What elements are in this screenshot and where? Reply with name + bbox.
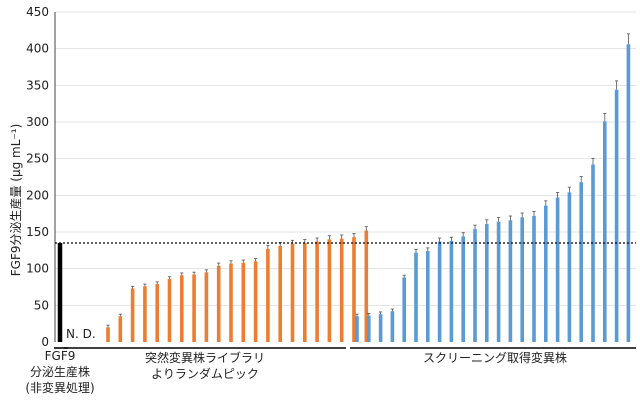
bar (118, 316, 123, 342)
y-tick-label: 150 (26, 225, 49, 239)
bar (229, 263, 233, 342)
y-axis-title: FGF9分泌生産量 (μg mL⁻¹) (8, 124, 23, 277)
bar (473, 229, 477, 342)
bar (315, 241, 319, 342)
bar (591, 164, 595, 342)
group-label: 分泌生産株 (30, 364, 90, 379)
bar (402, 277, 406, 342)
grid-lines (55, 11, 636, 306)
y-tick-label: 400 (26, 42, 49, 56)
bar (57, 243, 63, 342)
bar (130, 288, 135, 342)
bar (106, 327, 110, 342)
bar (364, 230, 369, 342)
bar (143, 286, 147, 342)
bar (437, 241, 442, 342)
bar (216, 265, 221, 342)
y-tick-label: 50 (34, 298, 49, 312)
bar (355, 316, 359, 342)
labels: 0 50 100 150 200 250 300 350 400 450 N. D. FGF9分泌生産… (25, 5, 567, 395)
bar (414, 252, 418, 342)
axes (54, 12, 636, 349)
y-tick-label: 200 (26, 188, 49, 202)
bar (426, 251, 430, 342)
bar (278, 245, 282, 342)
group-label: よりランダムピック (151, 366, 259, 381)
bar (579, 182, 583, 342)
bar (508, 220, 513, 342)
bar (253, 261, 258, 342)
bar (390, 311, 395, 342)
group-label: FGF9 (45, 349, 76, 363)
bar (626, 44, 631, 343)
bar (449, 240, 454, 342)
bar (496, 221, 501, 342)
bar (461, 236, 465, 342)
y-tick-label: 250 (26, 152, 49, 166)
bars (57, 33, 631, 343)
bar (603, 121, 607, 343)
bar (241, 262, 246, 342)
bar (378, 314, 383, 342)
bar (180, 275, 184, 342)
bar (155, 284, 159, 342)
bar (520, 217, 524, 342)
bar (555, 197, 560, 342)
bar (266, 248, 270, 342)
nd-label: N. D. (66, 327, 96, 341)
bar (192, 274, 196, 342)
group-label: スクリーニング取得変異株 (423, 350, 567, 365)
y-tick-label: 0 (41, 335, 49, 349)
bar (367, 315, 371, 342)
bar (614, 89, 619, 342)
y-tick-label: 450 (26, 5, 49, 19)
bar (290, 243, 295, 342)
group-label: (非変異処理) (25, 380, 94, 395)
y-tick-label: 350 (26, 78, 49, 92)
bar (339, 238, 344, 342)
bar (352, 237, 356, 342)
bar (485, 223, 489, 342)
y-tick-label: 100 (26, 262, 49, 276)
bar (567, 192, 572, 342)
bar (204, 272, 209, 342)
y-tick-label: 300 (26, 115, 49, 129)
bar (544, 205, 548, 342)
bar (532, 215, 536, 342)
bar (167, 278, 172, 342)
bar (303, 243, 307, 342)
bar (327, 239, 332, 342)
group-label: 突然変異株ライブラリ (145, 350, 265, 365)
